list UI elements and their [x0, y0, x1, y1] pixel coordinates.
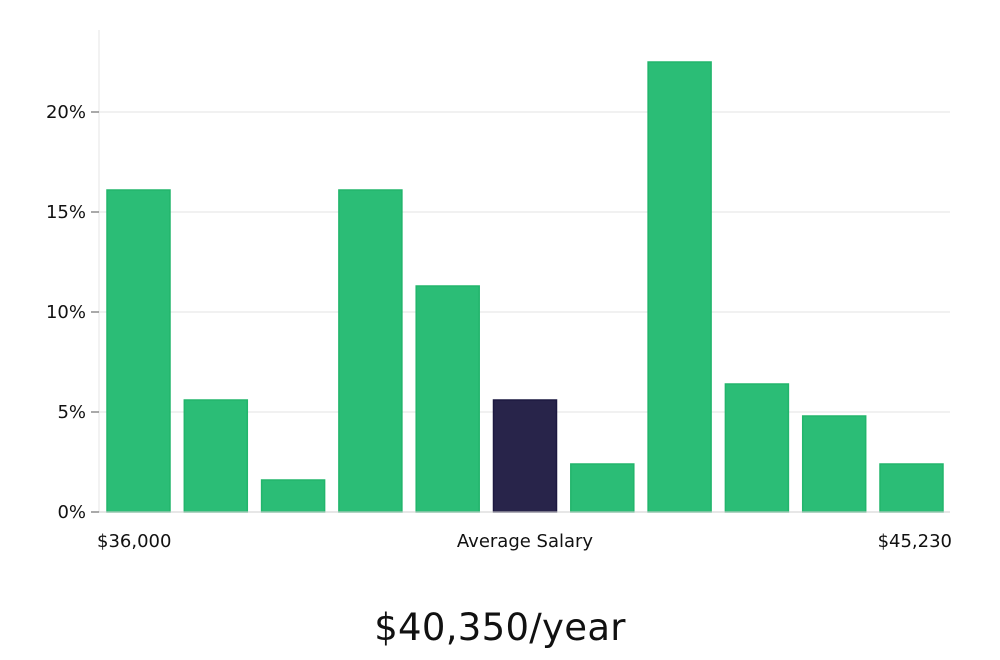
- bar: [183, 399, 249, 513]
- bar: [647, 61, 712, 513]
- x-label-max: $45,230: [878, 531, 952, 552]
- x-label-min: $36,000: [97, 531, 171, 552]
- average-salary-headline: $40,350/year: [374, 606, 626, 649]
- bar: [106, 189, 171, 513]
- y-tick-label: 0%: [57, 502, 86, 523]
- bar-average-salary: [492, 399, 558, 513]
- salary-histogram-chart: 0% 5% 10% 15% 20% $36,000 Average Salary $45…: [46, 30, 952, 552]
- bar: [570, 463, 635, 513]
- bar: [724, 383, 790, 513]
- bar: [338, 189, 403, 513]
- bar: [260, 479, 326, 513]
- bars: [106, 61, 944, 513]
- bar: [801, 415, 867, 513]
- bar: [415, 285, 480, 513]
- gridlines: [99, 111, 950, 413]
- y-tick-label: 10%: [46, 302, 86, 323]
- y-tick-label: 15%: [46, 202, 86, 223]
- y-tick-label: 20%: [46, 102, 86, 123]
- y-axis: 0% 5% 10% 15% 20%: [46, 30, 100, 523]
- bar: [879, 463, 944, 513]
- x-label-center: Average Salary: [457, 531, 594, 552]
- y-tick-label: 5%: [57, 402, 86, 423]
